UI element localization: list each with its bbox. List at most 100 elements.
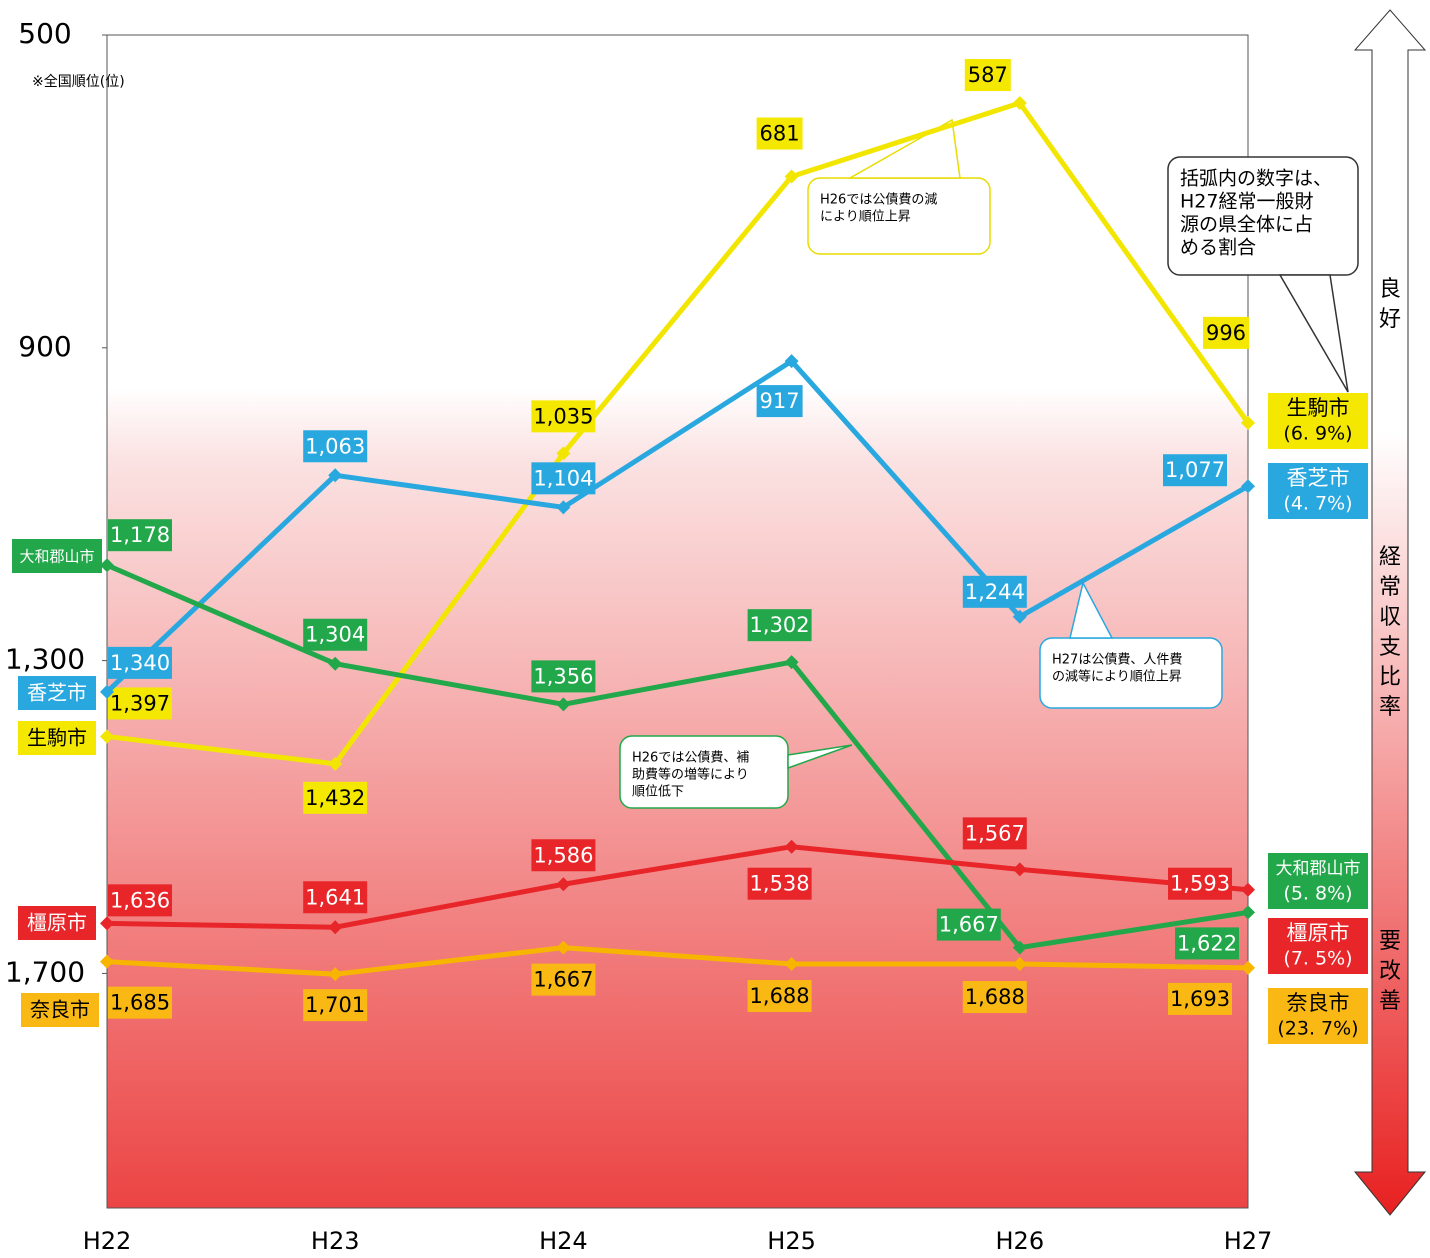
callout-cover (1170, 159, 1356, 273)
callout-tail (787, 744, 853, 770)
y-tick-label: 500 (18, 17, 71, 50)
point-marker (1241, 960, 1255, 975)
value-label: 1,538 (750, 872, 810, 896)
value-label-box (531, 963, 596, 996)
callout-cover (622, 738, 786, 806)
value-label: 1,432 (305, 786, 365, 810)
value-label: 1,685 (110, 991, 170, 1015)
value-label-box (108, 884, 172, 917)
value-label-box (531, 462, 596, 495)
value-label: 1,667 (533, 968, 593, 992)
series-name-box (18, 906, 96, 940)
point-marker (100, 684, 114, 699)
value-label-box (747, 867, 812, 900)
value-label: 996 (1206, 321, 1246, 345)
legend-box (1268, 988, 1368, 1044)
axis-note: ※全国順位(位) (32, 73, 125, 90)
point-marker (1241, 415, 1255, 430)
series-name-box (18, 676, 96, 710)
value-label: 1,035 (533, 404, 593, 428)
point-marker (100, 729, 114, 744)
value-label-box (108, 646, 172, 679)
point-marker (100, 954, 114, 969)
value-label: 1,593 (1170, 872, 1230, 896)
arrow-label: 経常収支比率 (1379, 545, 1401, 720)
value-label-box (303, 430, 368, 463)
value-label: 1,567 (965, 821, 1025, 845)
callout-text: により順位上昇 (820, 210, 911, 225)
point-marker (328, 656, 343, 671)
y-tick-label: 1,300 (5, 643, 85, 676)
callout-tail (847, 118, 961, 179)
series-name: 生駒市 (27, 726, 87, 750)
value-label-box (1203, 316, 1249, 349)
point-marker (328, 967, 343, 982)
point-marker (1012, 957, 1027, 972)
x-tick-label: H22 (83, 1227, 132, 1255)
value-label: 1,641 (305, 885, 365, 909)
series-name-box (18, 721, 96, 755)
value-label-box (962, 575, 1027, 608)
value-label-box (1163, 454, 1227, 487)
legend-name: 橿原市 (1287, 921, 1350, 945)
value-label: 917 (760, 389, 800, 413)
callout-text: H27経常一般財 (1180, 191, 1313, 213)
value-label-box (303, 618, 368, 651)
value-label-box (531, 839, 596, 872)
point-marker (784, 655, 799, 670)
point-marker (784, 957, 799, 972)
legend-share: (6. 9%) (1283, 423, 1352, 445)
series-line (106, 100, 1251, 767)
value-label-box (1175, 927, 1239, 960)
series-name: 橿原市 (27, 911, 87, 935)
point-marker (784, 839, 799, 854)
point-marker (556, 940, 571, 955)
value-label: 1,356 (533, 664, 593, 688)
value-label: 1,636 (110, 888, 170, 912)
legend-share: (5. 8%) (1283, 883, 1352, 905)
legend-name: 奈良市 (1287, 991, 1350, 1015)
callout-text: H26では公債費の減 (820, 192, 937, 208)
plot-area (106, 34, 1249, 1209)
value-label: 587 (968, 63, 1008, 87)
callout-text: H26では公債費、補 (632, 751, 749, 766)
series-name: 大和郡山市 (19, 548, 94, 566)
series-line (105, 357, 1250, 694)
value-label-box (962, 981, 1027, 1014)
value-label: 1,178 (110, 523, 170, 547)
value-label: 1,586 (533, 843, 593, 867)
point-marker (100, 916, 114, 931)
series-line (106, 562, 1249, 951)
value-label: 1,667 (939, 913, 999, 937)
point-marker (1241, 882, 1255, 897)
point-marker (556, 446, 571, 461)
x-tick-label: H23 (311, 1227, 360, 1255)
value-label: 1,688 (965, 985, 1025, 1009)
direction-arrow (1353, 9, 1427, 1216)
callout-text: 順位低下 (632, 785, 684, 800)
value-label-box (108, 519, 172, 552)
x-tick-label: H25 (767, 1227, 816, 1255)
x-tick-label: H26 (996, 1227, 1045, 1255)
value-label-box (303, 881, 368, 914)
legend-share: (4. 7%) (1283, 493, 1352, 515)
point-marker (1012, 609, 1027, 624)
series-line (106, 945, 1249, 977)
value-label: 1,701 (305, 993, 365, 1017)
legend-name: 香芝市 (1287, 466, 1350, 490)
point-marker (784, 169, 799, 184)
value-label-box (531, 660, 596, 693)
callout-text: 源の県全体に占 (1180, 214, 1313, 236)
value-label-box (108, 687, 172, 720)
point-marker (100, 558, 114, 573)
point-marker (1012, 940, 1027, 955)
point-marker (784, 354, 799, 369)
value-label: 1,063 (305, 434, 365, 458)
value-label: 1,688 (750, 984, 810, 1008)
value-label: 1,104 (533, 466, 593, 490)
series-line (106, 844, 1249, 930)
callout-cover (810, 180, 988, 252)
value-label: 1,304 (305, 623, 365, 647)
value-label-box (531, 400, 596, 433)
point-marker (1012, 862, 1027, 877)
